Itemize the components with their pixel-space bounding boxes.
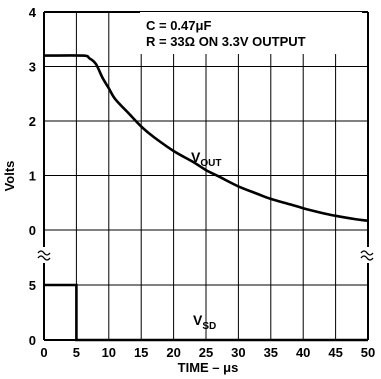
lower-y-tick-labels: 05 <box>29 278 36 348</box>
series-label-vsd: VSD <box>193 312 216 332</box>
x-tick-label: 0 <box>40 345 47 360</box>
series-line-vsd <box>44 283 368 342</box>
x-tick-label: 10 <box>102 345 116 360</box>
x-tick-labels: 0 5 10 15 20 25 30 35 40 45 50 <box>40 345 375 360</box>
upper-grid <box>43 11 369 340</box>
y-tick-label: 2 <box>29 114 36 129</box>
upper-y-tick-labels: 0 1 2 3 4 <box>29 5 37 238</box>
x-tick-label: 5 <box>73 345 80 360</box>
y-tick-label: 0 <box>29 333 36 348</box>
x-tick-label: 15 <box>134 345 148 360</box>
annotation-capacitance: C = 0.47μF <box>146 18 211 33</box>
x-tick-label: 50 <box>361 345 375 360</box>
series-label-vout: VOUT <box>191 149 221 169</box>
x-tick-label: 40 <box>296 345 310 360</box>
y-tick-label: 5 <box>29 278 36 293</box>
right-break-icon <box>360 250 374 261</box>
annotation-resistance: R = 33Ω ON 3.3V OUTPUT <box>146 34 306 49</box>
y-tick-label: 1 <box>29 169 36 184</box>
annotation-background <box>140 12 362 54</box>
x-tick-label: 20 <box>166 345 180 360</box>
axis-breaks <box>36 247 374 263</box>
x-tick-label: 30 <box>231 345 245 360</box>
y-axis-label: Volts <box>2 161 17 192</box>
x-axis-label: TIME – μs <box>178 360 239 375</box>
x-tick-label: 35 <box>264 345 278 360</box>
y-tick-label: 0 <box>29 223 36 238</box>
y-tick-label: 3 <box>29 60 36 75</box>
y-tick-label: 4 <box>29 5 37 20</box>
x-tick-label: 45 <box>328 345 342 360</box>
x-tick-label: 25 <box>199 345 213 360</box>
series-line-vout <box>43 54 369 222</box>
left-break-icon <box>37 250 51 261</box>
